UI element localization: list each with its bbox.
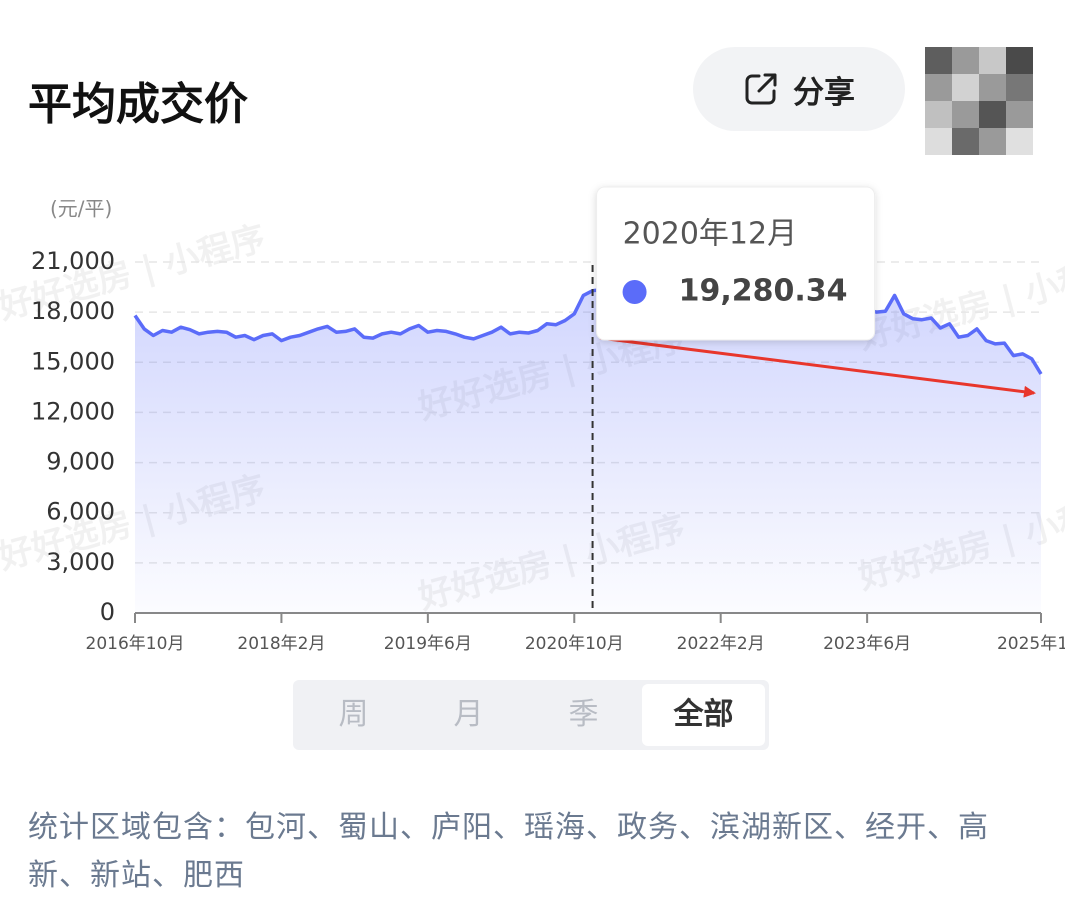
y-tick-label: 3,000 xyxy=(46,548,115,576)
y-tick-label: 9,000 xyxy=(46,448,115,476)
x-tick-label: 2019年6月 xyxy=(384,634,472,654)
tooltip-value: 19,280.34 xyxy=(679,274,848,309)
x-tick-label: 2016年10月 xyxy=(86,634,185,654)
x-tick-label: 2020年10月 xyxy=(525,634,624,654)
tooltip xyxy=(596,186,876,341)
tooltip-date: 2020年12月 xyxy=(623,217,798,252)
tab[interactable]: 周 xyxy=(338,697,369,732)
y-tick-label: 6,000 xyxy=(46,498,115,526)
unit-label: (元/平) xyxy=(50,197,112,221)
footer-note: 统计区域包含：包河、蜀山、庐阳、瑶海、政务、滨湖新区、经开、高新、新站、肥西 xyxy=(28,810,989,893)
period-tabs: 周 月 季 全部 xyxy=(293,680,769,750)
x-tick-label: 2018年2月 xyxy=(237,634,325,654)
x-tick-label: 2022年2月 xyxy=(677,634,765,654)
tab[interactable]: 季 xyxy=(568,697,599,732)
tooltip-dot xyxy=(622,280,647,304)
x-tick-label: 2025年1月 xyxy=(997,634,1065,654)
tab[interactable]: 月 xyxy=(453,697,484,732)
share-button[interactable]: 分享 xyxy=(693,47,905,131)
qr-code xyxy=(925,47,1033,155)
line xyxy=(133,287,1043,375)
y-tick-label: 18,000 xyxy=(31,297,115,325)
page-title: 平均成交价 xyxy=(28,79,248,130)
y-tick-label: 0 xyxy=(100,598,115,626)
share-icon xyxy=(745,73,777,105)
y-tick-label: 12,000 xyxy=(31,397,115,425)
share-label: 分享 xyxy=(793,74,855,111)
area xyxy=(135,289,1041,613)
x-tick-label: 2023年6月 xyxy=(823,634,911,654)
y-tick-label: 21,000 xyxy=(31,247,115,275)
tab[interactable]: 全部 xyxy=(642,684,765,746)
trend-arrow xyxy=(599,336,1036,398)
y-tick-label: 15,000 xyxy=(31,347,115,375)
